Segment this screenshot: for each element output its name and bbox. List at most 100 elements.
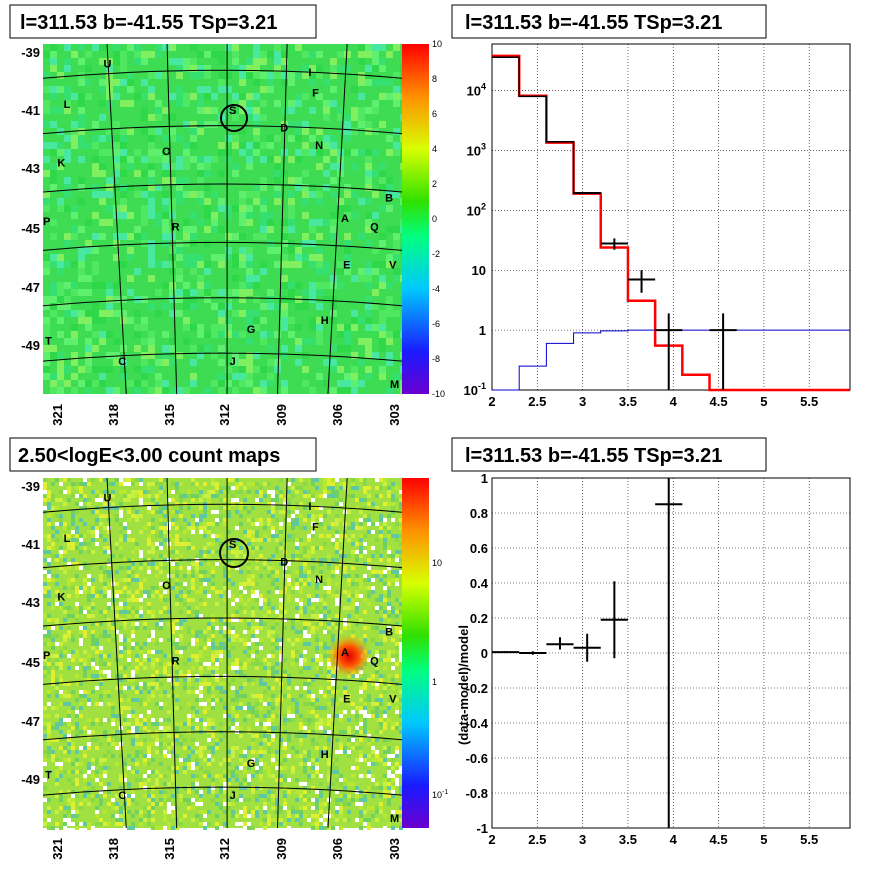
residual-ylabel: (data-model)/model [456, 625, 471, 745]
source-label: S [229, 539, 236, 551]
source-label: Q [370, 222, 379, 234]
count-map-graticule [42, 477, 403, 829]
spectrum-x-tick-label: 4.5 [710, 394, 728, 409]
longitude-line [277, 477, 288, 829]
source-label: V [389, 260, 397, 272]
source-label: C [118, 356, 126, 368]
residual-y-tick-label: 0.4 [470, 576, 489, 591]
longitude-line [327, 477, 348, 829]
longitude-tick-label: 321 [50, 404, 65, 426]
longitude-tick-label: 318 [106, 404, 121, 426]
spectrum-series [492, 54, 850, 392]
source-label: I [308, 501, 311, 513]
spectrum-step-line [492, 56, 601, 194]
longitude-tick-label: 315 [162, 404, 177, 426]
latitude-tick-label: -47 [21, 714, 40, 729]
longitude-tick-label: 318 [106, 838, 121, 860]
colorbar-tick-label: 0 [432, 214, 437, 224]
latitude-line [42, 675, 403, 685]
ts-map-colorbar [402, 44, 429, 394]
latitude-line [42, 183, 403, 193]
residual-y-tick-label: -0.4 [466, 716, 489, 731]
residual-series [492, 478, 683, 828]
colorbar-tick-label: 2 [432, 179, 437, 189]
colorbar-tick-label: 10 [432, 39, 442, 49]
residual-y-tick-label: -0.2 [466, 681, 488, 696]
residual-x-tick-label: 2.5 [528, 832, 546, 847]
longitude-line [106, 43, 127, 395]
residual-x-tick-label: 5.5 [800, 832, 818, 847]
source-label: I [308, 67, 311, 79]
count-map-title: 2.50<logE<3.00 count maps [18, 445, 280, 467]
residual-title: l=311.53 b=-41.55 TSp=3.21 [465, 445, 722, 467]
source-label: R [172, 222, 180, 234]
source-label: K [57, 592, 65, 604]
source-label: E [343, 260, 350, 272]
count-map-panel: 2.50<logE<3.00 count maps U IF L S D N O K B A Q R E… [9, 437, 448, 860]
longitude-tick-label: 306 [330, 404, 345, 426]
latitude-line [42, 503, 403, 513]
source-label: B [385, 627, 393, 639]
longitude-tick-label: 312 [217, 838, 232, 860]
residual-x-tick-label: 4 [670, 832, 678, 847]
colorbar-tick-label: -6 [432, 319, 440, 329]
spectrum-x-tick-label: 2 [488, 394, 495, 409]
longitude-tick-label: 309 [274, 404, 289, 426]
spectrum-step-line [492, 329, 850, 391]
spectrum-x-tick-label: 4 [670, 394, 678, 409]
latitude-line [42, 69, 403, 79]
spectrum-y-tick-label: 10-1 [464, 381, 486, 398]
source-label: D [280, 123, 288, 135]
source-label: C [118, 790, 126, 802]
source-label: O [162, 580, 171, 592]
source-label: L [64, 99, 71, 111]
ts-map-panel: l=311.53 b=-41.55 TSp=3.21 U IF L S D N O K B A Q R… [9, 4, 445, 426]
longitude-line [166, 43, 178, 395]
latitude-tick-label: -39 [21, 479, 40, 494]
spectrum-x-tick-label: 3 [579, 394, 586, 409]
colorbar-tick-label: 6 [432, 109, 437, 119]
colorbar-tick-label: -10 [432, 389, 445, 399]
latitude-tick-label: -41 [21, 537, 40, 552]
count-map-colorbar [402, 478, 429, 828]
latitude-tick-label: -43 [21, 161, 40, 176]
colorbar-tick-label: -4 [432, 284, 440, 294]
ts-map-title: l=311.53 b=-41.55 TSp=3.21 [20, 12, 277, 34]
spectrum-x-tick-label: 5.5 [800, 394, 818, 409]
spectrum-y-tick-label: 103 [467, 141, 486, 158]
source-label: J [230, 356, 236, 368]
residual-y-tick-label: 0.2 [470, 611, 488, 626]
ts-map-source-labels: U IF L S D N O K B A Q R E V P H G T C J M [43, 58, 399, 391]
longitude-line [166, 477, 178, 829]
source-label: H [321, 315, 329, 327]
source-label: P [43, 650, 50, 662]
source-label: T [45, 335, 52, 347]
latitude-line [42, 786, 403, 796]
source-label: U [103, 58, 111, 70]
latitude-tick-label: -49 [21, 338, 40, 353]
latitude-line [42, 731, 403, 741]
colorbar-tick-label: 4 [432, 144, 437, 154]
latitude-tick-label: -39 [21, 45, 40, 60]
residual-x-tick-label: 4.5 [710, 832, 728, 847]
spectrum-y-tick-label: 1 [479, 323, 486, 338]
spectrum-y-tick-label: 10 [472, 263, 486, 278]
latitude-tick-label: -45 [21, 655, 40, 670]
longitude-line [327, 43, 348, 395]
residual-x-tick-label: 5 [760, 832, 767, 847]
source-label: L [64, 533, 71, 545]
source-label: O [162, 146, 171, 158]
residual-panel: l=311.53 b=-41.55 TSp=3.21 2 2.5 3 3.5 4 4.5 5… [451, 437, 851, 847]
longitude-tick-label: 306 [330, 838, 345, 860]
source-label: P [43, 216, 50, 228]
longitude-tick-label: 321 [50, 838, 65, 860]
longitude-tick-label: 315 [162, 838, 177, 860]
colorbar-tick-label: 1 [432, 677, 437, 687]
count-map-target-circle [219, 538, 249, 568]
source-label: T [45, 769, 52, 781]
colorbar-tick-label: -2 [432, 249, 440, 259]
latitude-line [42, 241, 403, 251]
residual-frame [491, 477, 851, 829]
source-label: B [385, 193, 393, 205]
source-label: E [343, 694, 350, 706]
